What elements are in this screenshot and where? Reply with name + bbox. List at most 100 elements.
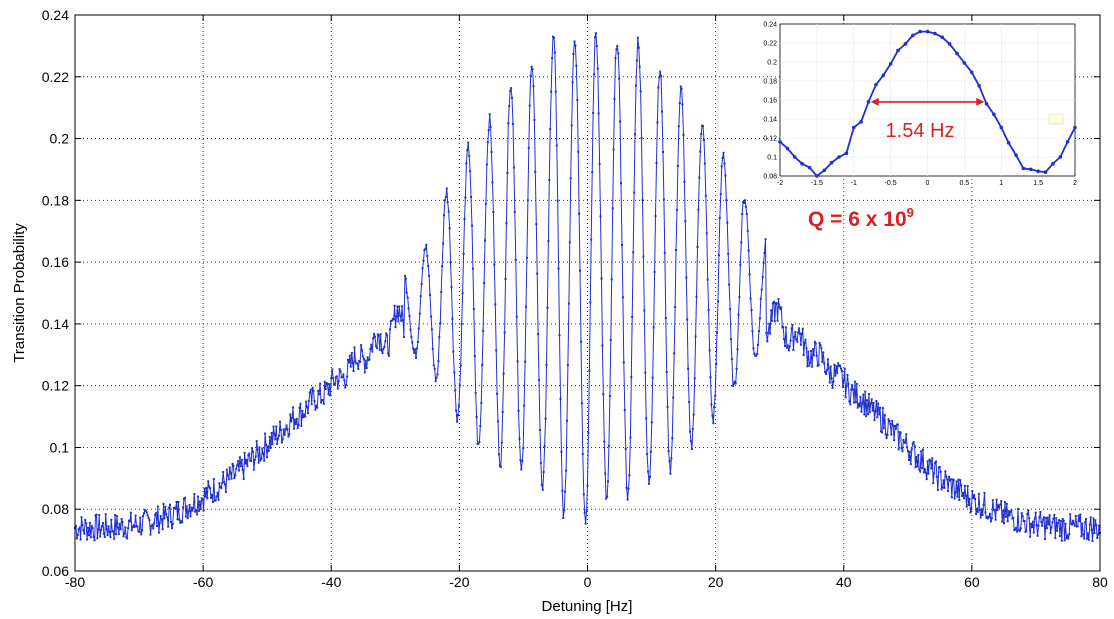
series-point xyxy=(557,267,560,270)
series-point xyxy=(871,409,874,412)
series-point xyxy=(802,354,805,357)
series-point xyxy=(387,352,390,355)
series-point xyxy=(638,65,641,68)
series-point xyxy=(238,456,241,459)
series-point xyxy=(882,427,885,430)
series-point xyxy=(542,471,545,474)
inset-series-point xyxy=(984,102,989,106)
series-point xyxy=(931,457,934,460)
series-point xyxy=(273,433,276,436)
series-point xyxy=(681,103,684,106)
series-point xyxy=(566,364,569,367)
series-point xyxy=(725,199,728,202)
series-point xyxy=(423,249,426,252)
x-tick-label: -20 xyxy=(449,574,469,590)
series-point xyxy=(129,511,132,514)
series-point xyxy=(1078,520,1081,523)
series-point xyxy=(728,283,731,286)
series-point xyxy=(709,376,712,379)
series-point xyxy=(624,447,627,450)
series-point xyxy=(79,538,82,541)
series-point xyxy=(812,348,814,351)
series-point xyxy=(397,320,400,323)
series-point xyxy=(104,513,107,516)
series-point xyxy=(270,431,273,434)
series-point xyxy=(662,198,665,201)
series-point xyxy=(641,199,644,202)
series-point xyxy=(980,508,983,511)
series-point xyxy=(338,368,341,371)
series-point xyxy=(407,307,410,310)
series-point xyxy=(841,385,844,388)
series-point xyxy=(524,360,527,363)
x-tick-label: -80 xyxy=(65,574,85,590)
series-point xyxy=(276,442,279,445)
series-point xyxy=(401,305,404,308)
series-point xyxy=(993,509,996,512)
series-point xyxy=(560,450,563,453)
series-point xyxy=(821,360,824,363)
series-point xyxy=(413,351,416,354)
series-point xyxy=(657,86,660,89)
series-point xyxy=(695,295,698,298)
series-point xyxy=(772,300,775,303)
series-point xyxy=(881,407,884,409)
series-point xyxy=(924,471,927,474)
series-point xyxy=(846,373,849,376)
series-point xyxy=(295,417,298,420)
series-point xyxy=(554,90,557,93)
series-point xyxy=(678,102,681,104)
series-point xyxy=(789,339,792,342)
y-tick-label: 0.2 xyxy=(50,131,70,147)
series-point xyxy=(706,278,709,281)
inset-y-tick-label: 0.2 xyxy=(767,60,777,67)
series-point xyxy=(973,494,976,497)
inset-x-tick-label: 2 xyxy=(1073,180,1077,187)
series-point xyxy=(136,525,139,528)
series-point xyxy=(629,436,632,439)
series-point xyxy=(151,523,154,526)
series-point xyxy=(566,419,568,422)
series-point xyxy=(1091,540,1094,542)
series-point xyxy=(517,409,520,412)
series-point xyxy=(940,488,943,491)
series-point xyxy=(382,347,385,350)
series-point xyxy=(326,382,329,385)
series-point xyxy=(892,424,895,427)
series-point xyxy=(609,338,612,341)
series-point xyxy=(1072,519,1074,522)
series-point xyxy=(637,46,640,49)
series-point xyxy=(782,325,785,328)
series-point xyxy=(780,306,783,309)
inset-series-point xyxy=(829,160,834,165)
series-point xyxy=(988,515,991,518)
series-point xyxy=(303,413,306,416)
series-point xyxy=(102,532,105,535)
series-point xyxy=(1028,517,1031,520)
series-point xyxy=(837,362,840,365)
inset-y-tick-label: 0.24 xyxy=(763,22,777,29)
series-point xyxy=(416,347,418,350)
series-point xyxy=(1040,520,1043,523)
series-point xyxy=(222,471,225,473)
series-point xyxy=(472,308,475,311)
q-factor-exponent: 9 xyxy=(907,205,914,220)
series-point xyxy=(587,431,590,434)
series-point xyxy=(1069,513,1072,516)
series-point xyxy=(436,373,439,376)
series-point xyxy=(689,440,692,443)
series-point xyxy=(1090,528,1093,531)
series-point xyxy=(385,332,388,335)
series-point xyxy=(771,302,774,305)
series-point xyxy=(440,291,443,293)
series-point xyxy=(813,340,816,343)
inset-x-tick-label: -0.5 xyxy=(885,180,897,187)
inset-series-point xyxy=(800,161,804,166)
main-ticks: -80 -60 -40 -20 0 20 40 60 800.060.080.10.120.14… xyxy=(42,7,1108,590)
series-point xyxy=(690,448,693,451)
series-point xyxy=(206,497,209,500)
series-point xyxy=(216,491,219,494)
series-point xyxy=(152,527,155,530)
series-point xyxy=(417,327,420,330)
inset-series-point xyxy=(903,42,908,46)
